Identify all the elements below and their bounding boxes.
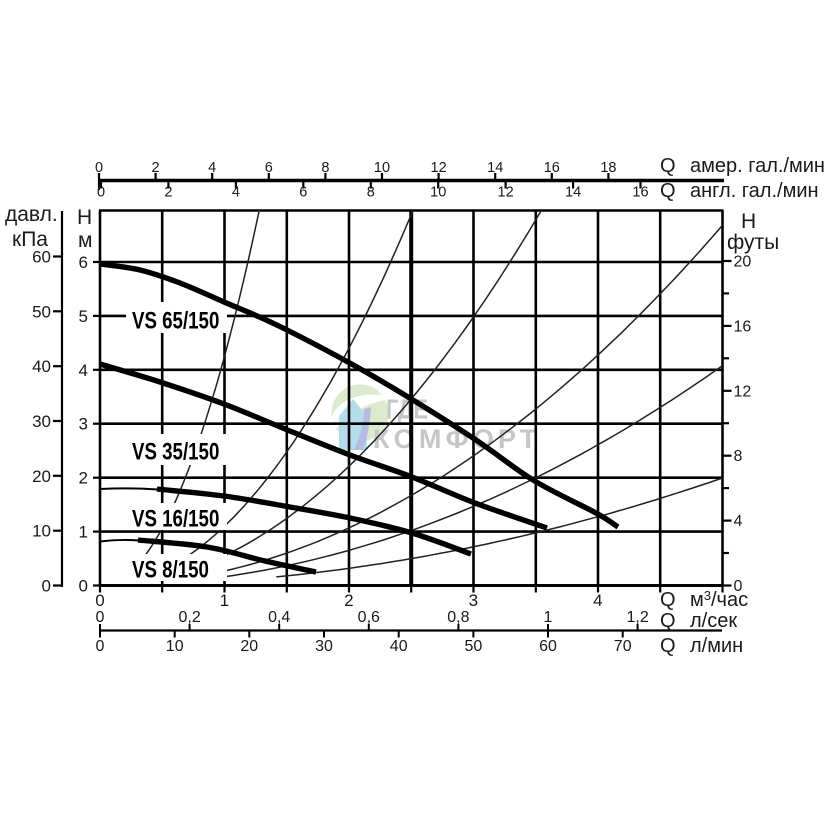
svg-text:3: 3 xyxy=(79,415,88,434)
svg-text:6: 6 xyxy=(265,160,273,176)
svg-text:10: 10 xyxy=(32,522,51,541)
svg-text:60: 60 xyxy=(539,638,557,655)
svg-text:0,2: 0,2 xyxy=(178,609,200,626)
svg-text:20: 20 xyxy=(240,638,258,655)
svg-text:14: 14 xyxy=(565,185,581,201)
svg-text:12: 12 xyxy=(498,185,514,201)
svg-text:0,8: 0,8 xyxy=(447,609,469,626)
svg-text:0: 0 xyxy=(96,638,105,655)
svg-text:0: 0 xyxy=(79,577,88,596)
svg-text:60: 60 xyxy=(32,248,51,267)
svg-text:0: 0 xyxy=(734,578,743,595)
svg-text:4: 4 xyxy=(232,185,240,201)
svg-text:VS 35/150: VS 35/150 xyxy=(132,438,219,465)
svg-text:8: 8 xyxy=(734,448,743,465)
svg-text:Qл/сек: Qл/сек xyxy=(660,610,737,632)
svg-text:Н: Н xyxy=(77,206,92,229)
svg-text:4: 4 xyxy=(734,513,743,530)
svg-text:12: 12 xyxy=(431,160,447,176)
svg-text:0: 0 xyxy=(42,577,51,596)
svg-text:1: 1 xyxy=(220,591,229,610)
svg-text:футы: футы xyxy=(727,231,779,254)
svg-text:2: 2 xyxy=(164,185,172,201)
svg-text:40: 40 xyxy=(390,638,408,655)
svg-text:8: 8 xyxy=(367,185,375,201)
svg-text:12: 12 xyxy=(734,383,752,400)
svg-text:30: 30 xyxy=(32,412,51,431)
svg-text:16: 16 xyxy=(632,185,648,201)
svg-text:10: 10 xyxy=(166,638,184,655)
svg-text:18: 18 xyxy=(600,160,616,176)
svg-text:давл.: давл. xyxy=(5,203,58,226)
svg-text:6: 6 xyxy=(299,185,307,201)
svg-text:4: 4 xyxy=(79,361,88,380)
svg-text:3: 3 xyxy=(469,591,478,610)
svg-text:0: 0 xyxy=(95,160,103,176)
svg-text:70: 70 xyxy=(614,638,632,655)
svg-text:м: м xyxy=(78,229,92,252)
svg-text:16: 16 xyxy=(544,160,560,176)
svg-text:4: 4 xyxy=(208,160,216,176)
svg-text:0: 0 xyxy=(96,609,105,626)
svg-text:14: 14 xyxy=(487,160,503,176)
svg-text:2: 2 xyxy=(344,591,353,610)
svg-text:1,2: 1,2 xyxy=(626,609,648,626)
svg-text:10: 10 xyxy=(430,185,446,201)
svg-text:50: 50 xyxy=(465,638,483,655)
svg-text:2: 2 xyxy=(152,160,160,176)
svg-text:20: 20 xyxy=(32,467,51,486)
svg-text:20: 20 xyxy=(734,254,752,271)
svg-text:0,4: 0,4 xyxy=(268,609,290,626)
svg-text:VS 8/150: VS 8/150 xyxy=(132,556,209,583)
svg-text:кПа: кПа xyxy=(12,228,48,251)
svg-text:16: 16 xyxy=(734,318,752,335)
svg-text:2: 2 xyxy=(79,469,88,488)
svg-text:VS 16/150: VS 16/150 xyxy=(132,505,219,532)
svg-text:0,6: 0,6 xyxy=(358,609,380,626)
svg-text:0: 0 xyxy=(97,185,105,201)
svg-text:40: 40 xyxy=(32,357,51,376)
svg-text:0: 0 xyxy=(95,591,104,610)
svg-text:10: 10 xyxy=(374,160,390,176)
svg-text:Н: Н xyxy=(741,210,756,233)
svg-text:50: 50 xyxy=(32,302,51,321)
svg-text:1: 1 xyxy=(544,609,553,626)
svg-text:4: 4 xyxy=(593,591,602,610)
svg-text:VS 65/150: VS 65/150 xyxy=(132,307,219,334)
svg-text:Qл/мин: Qл/мин xyxy=(660,635,743,657)
svg-text:6: 6 xyxy=(79,253,88,272)
svg-text:30: 30 xyxy=(315,638,333,655)
svg-text:1: 1 xyxy=(79,523,88,542)
svg-text:5: 5 xyxy=(79,307,88,326)
svg-text:8: 8 xyxy=(321,160,329,176)
